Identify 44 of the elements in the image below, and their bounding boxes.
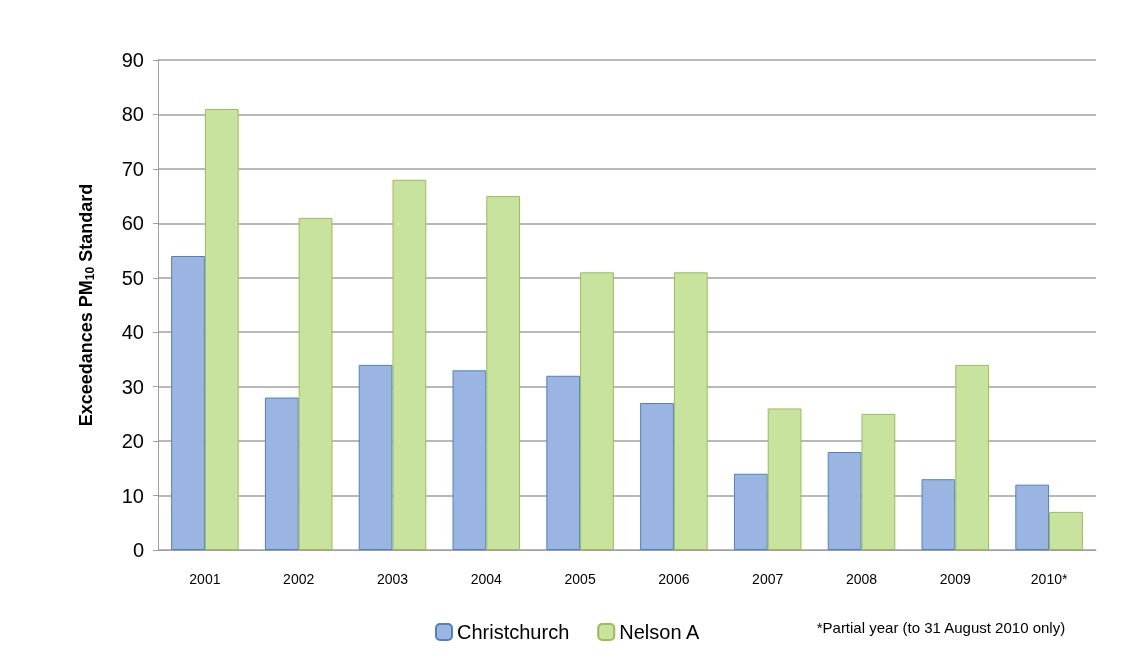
bar [673, 272, 708, 550]
x-tick-label: 2005 [564, 571, 596, 587]
text: *Partial year (to 31 August 2010 only) [816, 619, 1066, 636]
bar [861, 413, 896, 550]
bar [452, 370, 487, 550]
y-tick-label: 80 [121, 103, 144, 126]
y-axis-title: Exceedances PM10 Standard [76, 183, 97, 427]
y-tick-label: 70 [121, 157, 144, 180]
y-tick-label: 50 [121, 266, 144, 289]
y-tick-label: 40 [121, 321, 144, 344]
legend-label: Nelson A [619, 621, 700, 643]
bar [486, 196, 521, 550]
y-tick-label: 0 [132, 539, 144, 561]
bar [733, 473, 768, 550]
bar [640, 403, 674, 550]
x-tick-label: 2001 [189, 571, 221, 587]
bar [171, 256, 205, 550]
bar [546, 375, 581, 550]
y-tick-label: 60 [121, 212, 144, 235]
bar [580, 272, 614, 550]
bar [204, 109, 239, 550]
x-tick-label: 2007 [752, 571, 784, 587]
bar [1049, 511, 1083, 550]
y-tick-label: 10 [121, 484, 144, 507]
legend-label: Christchurch [457, 621, 570, 643]
bar [1015, 484, 1050, 550]
x-tick-label: 2002 [283, 571, 315, 587]
bar [955, 364, 990, 550]
bar [827, 452, 862, 550]
y-tick-label: 90 [121, 49, 144, 71]
bar [921, 479, 956, 550]
y-tick-label: 30 [121, 375, 144, 398]
x-tick-label: 2003 [376, 571, 409, 587]
bar [298, 217, 333, 550]
x-tick-label: 2004 [470, 571, 503, 587]
x-tick-label: 2009 [939, 571, 972, 587]
y-tick-label: 20 [121, 430, 144, 453]
bar [264, 397, 299, 550]
bar [767, 408, 802, 550]
bar [358, 364, 393, 550]
x-tick-label: 2010* [1030, 571, 1068, 587]
x-tick-label: 2008 [845, 571, 878, 587]
x-tick-label: 2006 [658, 571, 690, 587]
bar [392, 179, 427, 550]
